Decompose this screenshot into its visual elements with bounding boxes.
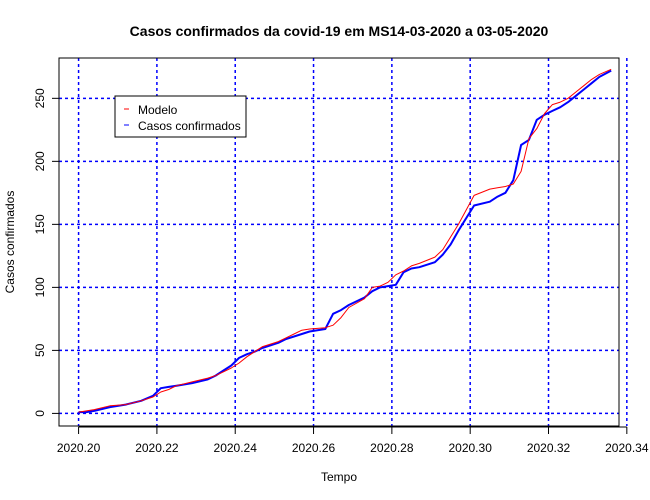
series-layer (78, 68, 612, 414)
y-axis: 0 50 100 150 200 250 (33, 88, 60, 417)
y-tick-label-2: 100 (33, 277, 47, 297)
series-line-1 (78, 68, 612, 413)
y-tick-label-1: 50 (33, 343, 47, 357)
y-tick-label-3: 150 (33, 214, 47, 234)
legend-label-modelo: Modelo (138, 103, 178, 117)
x-tick-label-5: 2020.30 (448, 441, 492, 455)
y-axis-label: Casos confirmados (3, 191, 17, 294)
x-tick-label-3: 2020.26 (292, 441, 336, 455)
legend: Modelo Casos confirmados (114, 95, 247, 138)
x-axis-label: Tempo (321, 470, 357, 484)
y-tick-label-0: 0 (33, 410, 47, 417)
x-axis: 2020.20 2020.22 2020.24 2020.26 2020.28 2020.… (57, 426, 649, 455)
x-tick-label-0: 2020.20 (57, 441, 101, 455)
x-tick-label-1: 2020.22 (135, 441, 179, 455)
y-tick-label-4: 200 (33, 151, 47, 171)
x-tick-label-4: 2020.28 (370, 441, 414, 455)
x-tick-label-7: 2020.34 (605, 441, 649, 455)
y-tick-label-5: 250 (33, 88, 47, 108)
x-tick-label-2: 2020.24 (214, 441, 258, 455)
legend-box (114, 95, 247, 138)
legend-label-casos: Casos confirmados (138, 119, 241, 133)
x-tick-label-6: 2020.32 (527, 441, 571, 455)
chart-title: Casos confirmados da covid-19 em MS14-03… (130, 23, 549, 39)
